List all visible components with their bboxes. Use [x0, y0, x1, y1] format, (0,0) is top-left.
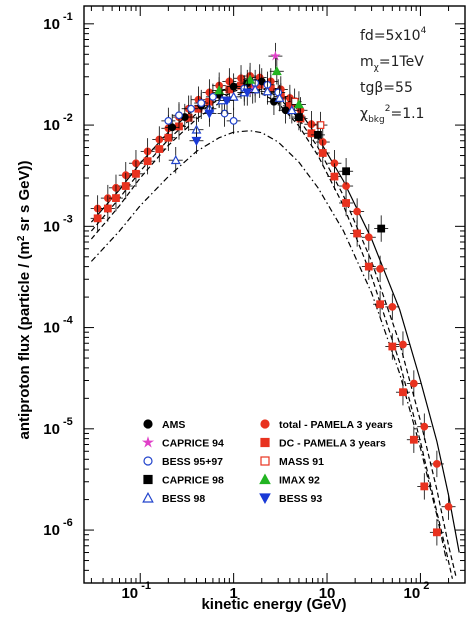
- point-total-pamela-3-years: [353, 207, 362, 216]
- point-dc-pamela-3-years: [388, 342, 397, 351]
- point-total-pamela-3-years: [388, 303, 397, 311]
- legend-label-imax-92: IMAX 92: [279, 475, 320, 487]
- point-total-pamela-3-years: [420, 422, 429, 431]
- point-mass-91: [316, 121, 325, 129]
- legend-label-ams: AMS: [162, 419, 185, 431]
- point-dc-pamela-3-years: [143, 157, 152, 166]
- point-bess-98: [274, 92, 285, 102]
- point-bess-93: [222, 96, 233, 106]
- legend-label-bess-98: BESS 98: [162, 493, 205, 505]
- point-caprice-98: [314, 130, 322, 139]
- plot-frame: [83, 5, 466, 584]
- point-ams: [168, 123, 177, 132]
- legend-label-caprice-94: CAPRICE 94: [162, 438, 224, 450]
- point-total-pamela-3-years: [409, 379, 418, 388]
- point-dc-pamela-3-years: [330, 172, 339, 181]
- x-axis-title: kinetic energy (GeV): [201, 596, 346, 613]
- point-dc-pamela-3-years: [103, 204, 112, 213]
- legend-label-bess-93: BESS 93: [279, 493, 322, 505]
- point-dc-pamela-3-years: [420, 482, 429, 491]
- point-bess-98: [250, 84, 261, 94]
- point-dc-pamela-3-years: [432, 528, 441, 537]
- point-dc-pamela-3-years: [376, 300, 385, 309]
- point-caprice-94: [270, 50, 281, 61]
- point-total-pamela-3-years: [364, 233, 373, 242]
- point-imax-92: [293, 99, 304, 109]
- legend-marker-dc-pamela-3-years: [260, 437, 270, 448]
- point-dc-pamela-3-years: [155, 145, 164, 153]
- legend-marker-caprice-94: [141, 436, 155, 448]
- point-caprice-98: [377, 224, 386, 233]
- point-dc-pamela-3-years: [93, 214, 102, 223]
- point-dc-pamela-3-years: [307, 129, 316, 138]
- legend-marker-total-pamela-3-years: [260, 419, 270, 429]
- point-total-pamela-3-years: [432, 460, 441, 468]
- point-dc-pamela-3-years: [409, 435, 418, 444]
- y-tick-label: 10 -3: [43, 213, 73, 235]
- legend-label-caprice-98: CAPRICE 98: [162, 475, 224, 487]
- legend: AMS total - PAMELA 3 years CAPRICE 94 DC - …: [141, 419, 393, 505]
- point-caprice-98: [342, 167, 351, 176]
- point-dc-pamela-3-years: [112, 194, 120, 202]
- point-imax-92: [214, 85, 225, 95]
- point-bess-95-97: [164, 116, 173, 125]
- legend-marker-caprice-98: [143, 474, 153, 485]
- annotation-line: mχ=1TeV: [360, 54, 424, 73]
- point-bess-95-97: [229, 116, 238, 125]
- point-dc-pamela-3-years: [353, 229, 362, 238]
- legend-marker-bess-98: [142, 491, 154, 503]
- x-tick-label: 10: [319, 585, 336, 602]
- legend-label-total-pamela-3-years: total - PAMELA 3 years: [279, 419, 393, 431]
- point-dc-pamela-3-years: [364, 262, 373, 271]
- point-imax-92: [271, 66, 282, 76]
- legend-label-bess-95-97: BESS 95+97: [162, 456, 223, 468]
- point-total-pamela-3-years: [399, 340, 407, 349]
- point-bess-95-97: [209, 92, 217, 101]
- y-tick-label: 10 -1: [43, 11, 73, 33]
- legend-label-mass-91: MASS 91: [279, 456, 324, 468]
- point-bess-93: [242, 88, 253, 98]
- point-bess-95-97: [197, 99, 206, 107]
- point-bess-98: [170, 154, 181, 165]
- axis-ticks: [84, 6, 466, 584]
- point-imax-92: [245, 74, 256, 84]
- y-axis-title: antiproton flux (particle / (m2 sr s GeV…: [16, 161, 34, 440]
- legend-label-dc-pamela-3-years: DC - PAMELA 3 years: [279, 438, 386, 450]
- x-tick-label: 1: [229, 585, 237, 602]
- point-total-pamela-3-years: [444, 502, 453, 511]
- legend-marker-mass-91: [260, 456, 270, 466]
- point-total-pamela-3-years: [376, 264, 385, 273]
- y-tick-label: 10 -6: [43, 517, 73, 539]
- data-points: [90, 42, 456, 546]
- point-dc-pamela-3-years: [121, 182, 130, 190]
- point-bess-95-97: [187, 104, 195, 113]
- point-bess-95-97: [175, 111, 183, 120]
- legend-marker-bess-93: [259, 493, 271, 505]
- annotation-line: tgβ=55: [360, 80, 413, 96]
- point-bess-98: [286, 105, 297, 115]
- y-tick-label: 10 -5: [43, 416, 73, 438]
- point-bess-93: [191, 136, 202, 146]
- point-bess-98: [262, 86, 273, 96]
- annotation-line: χbkg2=1.1: [360, 104, 424, 125]
- parameter-annotations: fd=5x104 mχ=1TeV tgβ=55 χbkg2=1.1: [360, 26, 427, 125]
- y-tick-label: 10 -2: [43, 112, 73, 134]
- y-tick-label: 10 -4: [43, 315, 73, 337]
- legend-marker-imax-92: [259, 473, 271, 485]
- point-dc-pamela-3-years: [164, 133, 173, 142]
- annotation-line: fd=5x104: [360, 26, 427, 44]
- point-dc-pamela-3-years: [399, 388, 407, 397]
- legend-marker-ams: [143, 419, 153, 429]
- point-dc-pamela-3-years: [342, 199, 351, 207]
- point-bess-95-97: [220, 109, 229, 118]
- point-bess-93: [204, 109, 215, 119]
- point-dc-pamela-3-years: [132, 169, 140, 178]
- legend-marker-bess-95-97: [143, 456, 153, 466]
- point-dc-pamela-3-years: [318, 149, 327, 157]
